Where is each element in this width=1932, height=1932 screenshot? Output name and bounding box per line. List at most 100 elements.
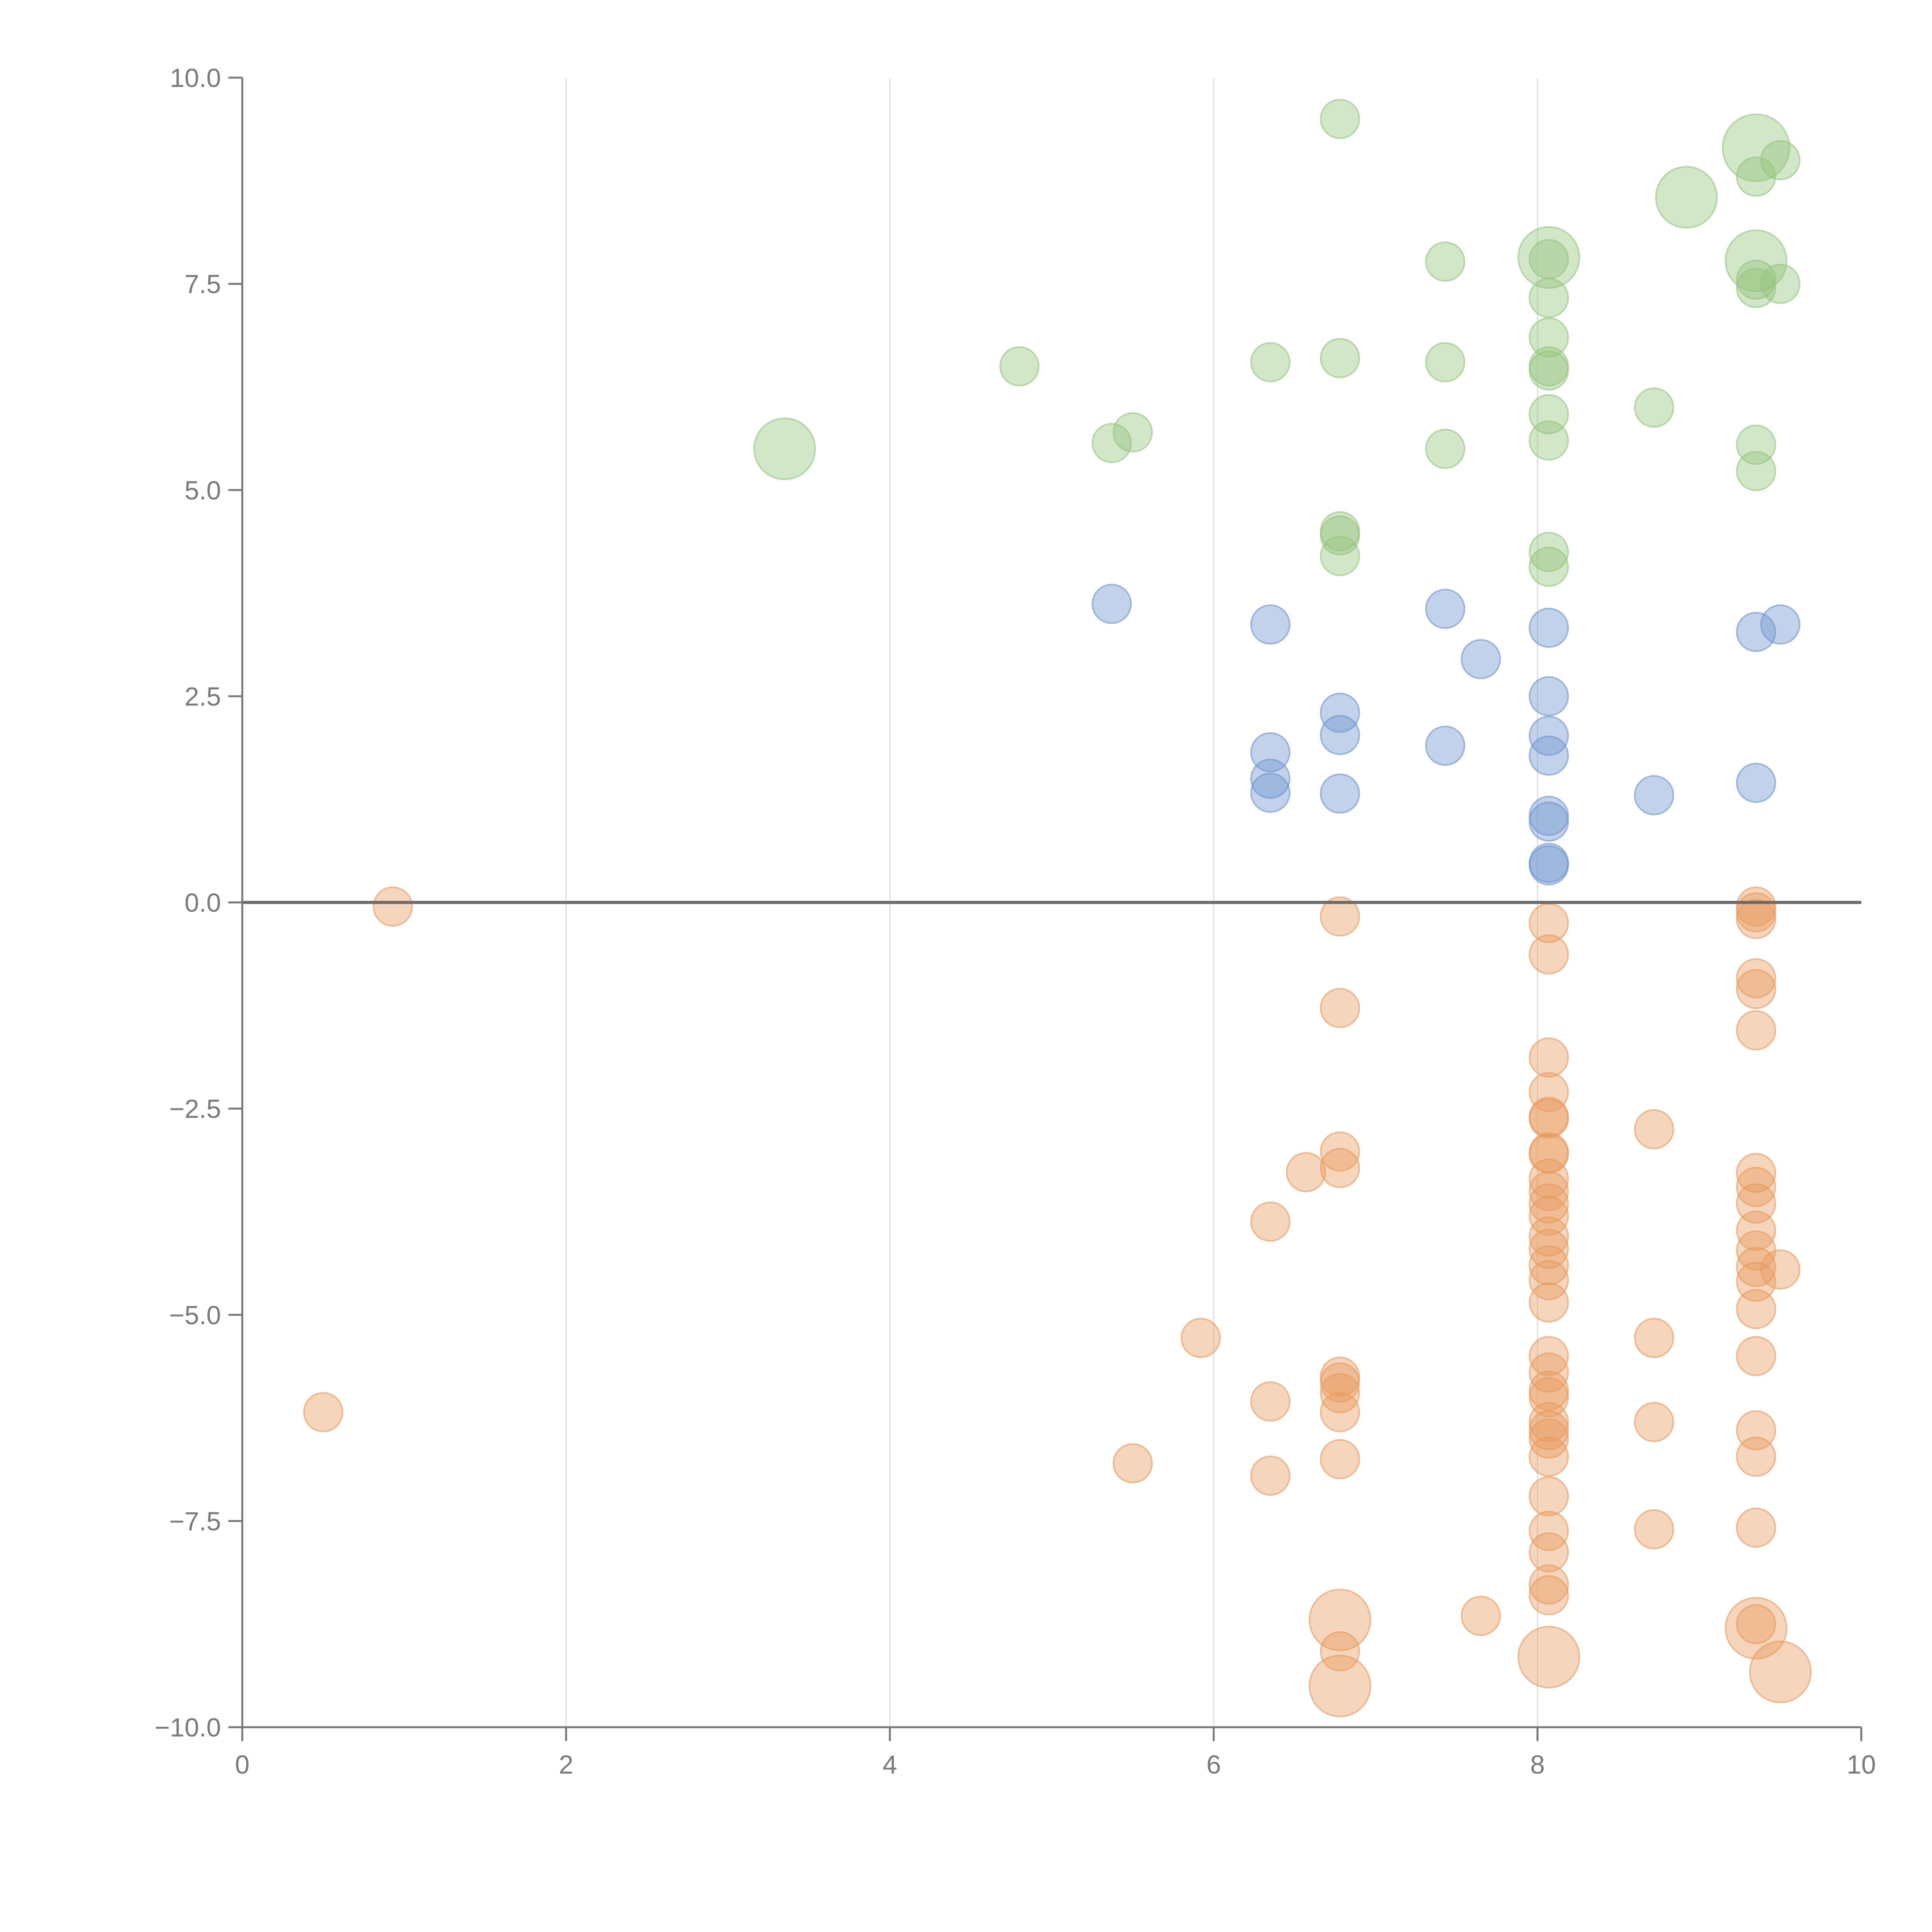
data-point-green (1736, 259, 1776, 300)
data-point-orange (1286, 1152, 1326, 1192)
data-point-orange (1529, 1216, 1569, 1257)
data-point-orange (1180, 1318, 1221, 1358)
data-point-green (1320, 515, 1360, 556)
data-point-blue (1320, 773, 1360, 814)
data-point-orange (1529, 1171, 1569, 1211)
data-point-orange (1529, 1183, 1569, 1224)
data-point-green (1092, 423, 1132, 463)
data-point-green (1736, 268, 1776, 308)
data-point-orange (1529, 1564, 1569, 1605)
data-point-orange (1736, 1507, 1776, 1548)
data-point-blue (1425, 725, 1466, 766)
data-point-orange (1736, 1010, 1776, 1051)
data-point-orange (1736, 958, 1776, 998)
data-point-orange (1529, 1510, 1569, 1551)
data-point-blue (1320, 715, 1360, 755)
data-point-green (1517, 226, 1580, 289)
data-point-blue (1425, 588, 1466, 629)
data-point-orange (1320, 1392, 1360, 1432)
data-point-green (1760, 264, 1801, 304)
data-point-orange (1736, 1153, 1776, 1193)
data-point-green (1722, 113, 1791, 182)
series-orange (303, 886, 1812, 1718)
y-tick-label: 10.0 (170, 63, 221, 93)
data-point-green (1425, 241, 1466, 282)
y-tick-label: −2.5 (169, 1094, 221, 1124)
data-point-orange (1529, 1282, 1569, 1323)
x-tick-label: 8 (1530, 1750, 1545, 1779)
x-tick-label: 6 (1206, 1750, 1221, 1779)
data-point-blue (1529, 801, 1569, 842)
data-point-green (1529, 317, 1569, 358)
data-point-orange (1529, 1196, 1569, 1236)
data-point-orange (1736, 1289, 1776, 1329)
axes: 10.0 7.5 5.0 2.5 0.0 −2.5 −5.0 −7.5 −10.0 0 2 4 6 8 10 (155, 63, 1876, 1779)
data-point-orange (1320, 1356, 1360, 1397)
data-point-orange (1529, 1158, 1569, 1199)
data-point-orange (1529, 1098, 1569, 1139)
x-tick-label: 4 (883, 1750, 897, 1779)
data-point-orange (1736, 1167, 1776, 1207)
series-green (753, 99, 1801, 587)
y-tick-label: 2.5 (184, 682, 221, 711)
data-point-green (999, 346, 1040, 387)
data-point-orange (1736, 1436, 1776, 1477)
data-point-orange (372, 886, 413, 927)
data-point-green (1425, 429, 1466, 469)
data-point-orange (1529, 1037, 1569, 1078)
data-point-orange (1529, 1336, 1569, 1376)
data-point-orange (1517, 1626, 1580, 1689)
data-point-green (1320, 99, 1360, 139)
data-point-blue (1250, 604, 1291, 645)
data-point-green (1529, 532, 1569, 572)
data-point-green (1425, 342, 1466, 383)
x-tick-label: 2 (559, 1750, 573, 1779)
data-point-blue (1529, 735, 1569, 776)
data-point-orange (1529, 1228, 1569, 1269)
data-point-green (1529, 546, 1569, 587)
data-point-blue (1461, 639, 1501, 679)
data-point-orange (1112, 1443, 1153, 1483)
data-point-green (1529, 239, 1569, 279)
data-point-orange (1250, 1455, 1291, 1496)
data-point-orange (303, 1392, 344, 1432)
data-point-orange (1749, 1640, 1812, 1704)
y-tick-label: 7.5 (184, 270, 221, 299)
data-point-green (1529, 350, 1569, 391)
data-point-orange (1529, 934, 1569, 975)
data-point-green (1112, 412, 1153, 452)
data-point-orange (1320, 1439, 1360, 1480)
data-point-orange (1736, 886, 1776, 927)
data-point-orange (1320, 896, 1360, 937)
data-point-orange (1461, 1595, 1501, 1636)
data-point-orange (1529, 1352, 1569, 1393)
data-point-blue (1760, 604, 1801, 645)
data-point-orange (1760, 1249, 1801, 1290)
data-point-orange (1250, 1201, 1291, 1242)
data-point-blue (1634, 775, 1674, 816)
y-tick-label: 5.0 (184, 476, 221, 505)
series-blue (1092, 583, 1801, 886)
data-point-orange (1308, 1588, 1371, 1651)
data-point-blue (1529, 845, 1569, 886)
data-point-orange (1320, 1131, 1360, 1172)
data-point-green (1320, 338, 1360, 378)
data-point-orange (1634, 1318, 1674, 1358)
data-point-orange (1529, 1134, 1569, 1174)
y-tick-label: −10.0 (155, 1713, 221, 1742)
scatter-points (303, 99, 1812, 1718)
data-point-orange (1320, 1362, 1360, 1403)
data-point-green (1760, 140, 1801, 180)
data-point-blue (1529, 607, 1569, 648)
y-tick-label: 0.0 (184, 888, 221, 918)
data-point-blue (1092, 583, 1132, 624)
x-tick-label: 10 (1847, 1750, 1876, 1779)
data-point-orange (1634, 1509, 1674, 1549)
data-point-green (1655, 166, 1718, 229)
data-point-blue (1529, 676, 1569, 716)
data-point-green (753, 417, 816, 480)
data-point-green (1634, 387, 1674, 428)
data-point-green (1250, 342, 1291, 383)
data-point-green (1529, 277, 1569, 318)
